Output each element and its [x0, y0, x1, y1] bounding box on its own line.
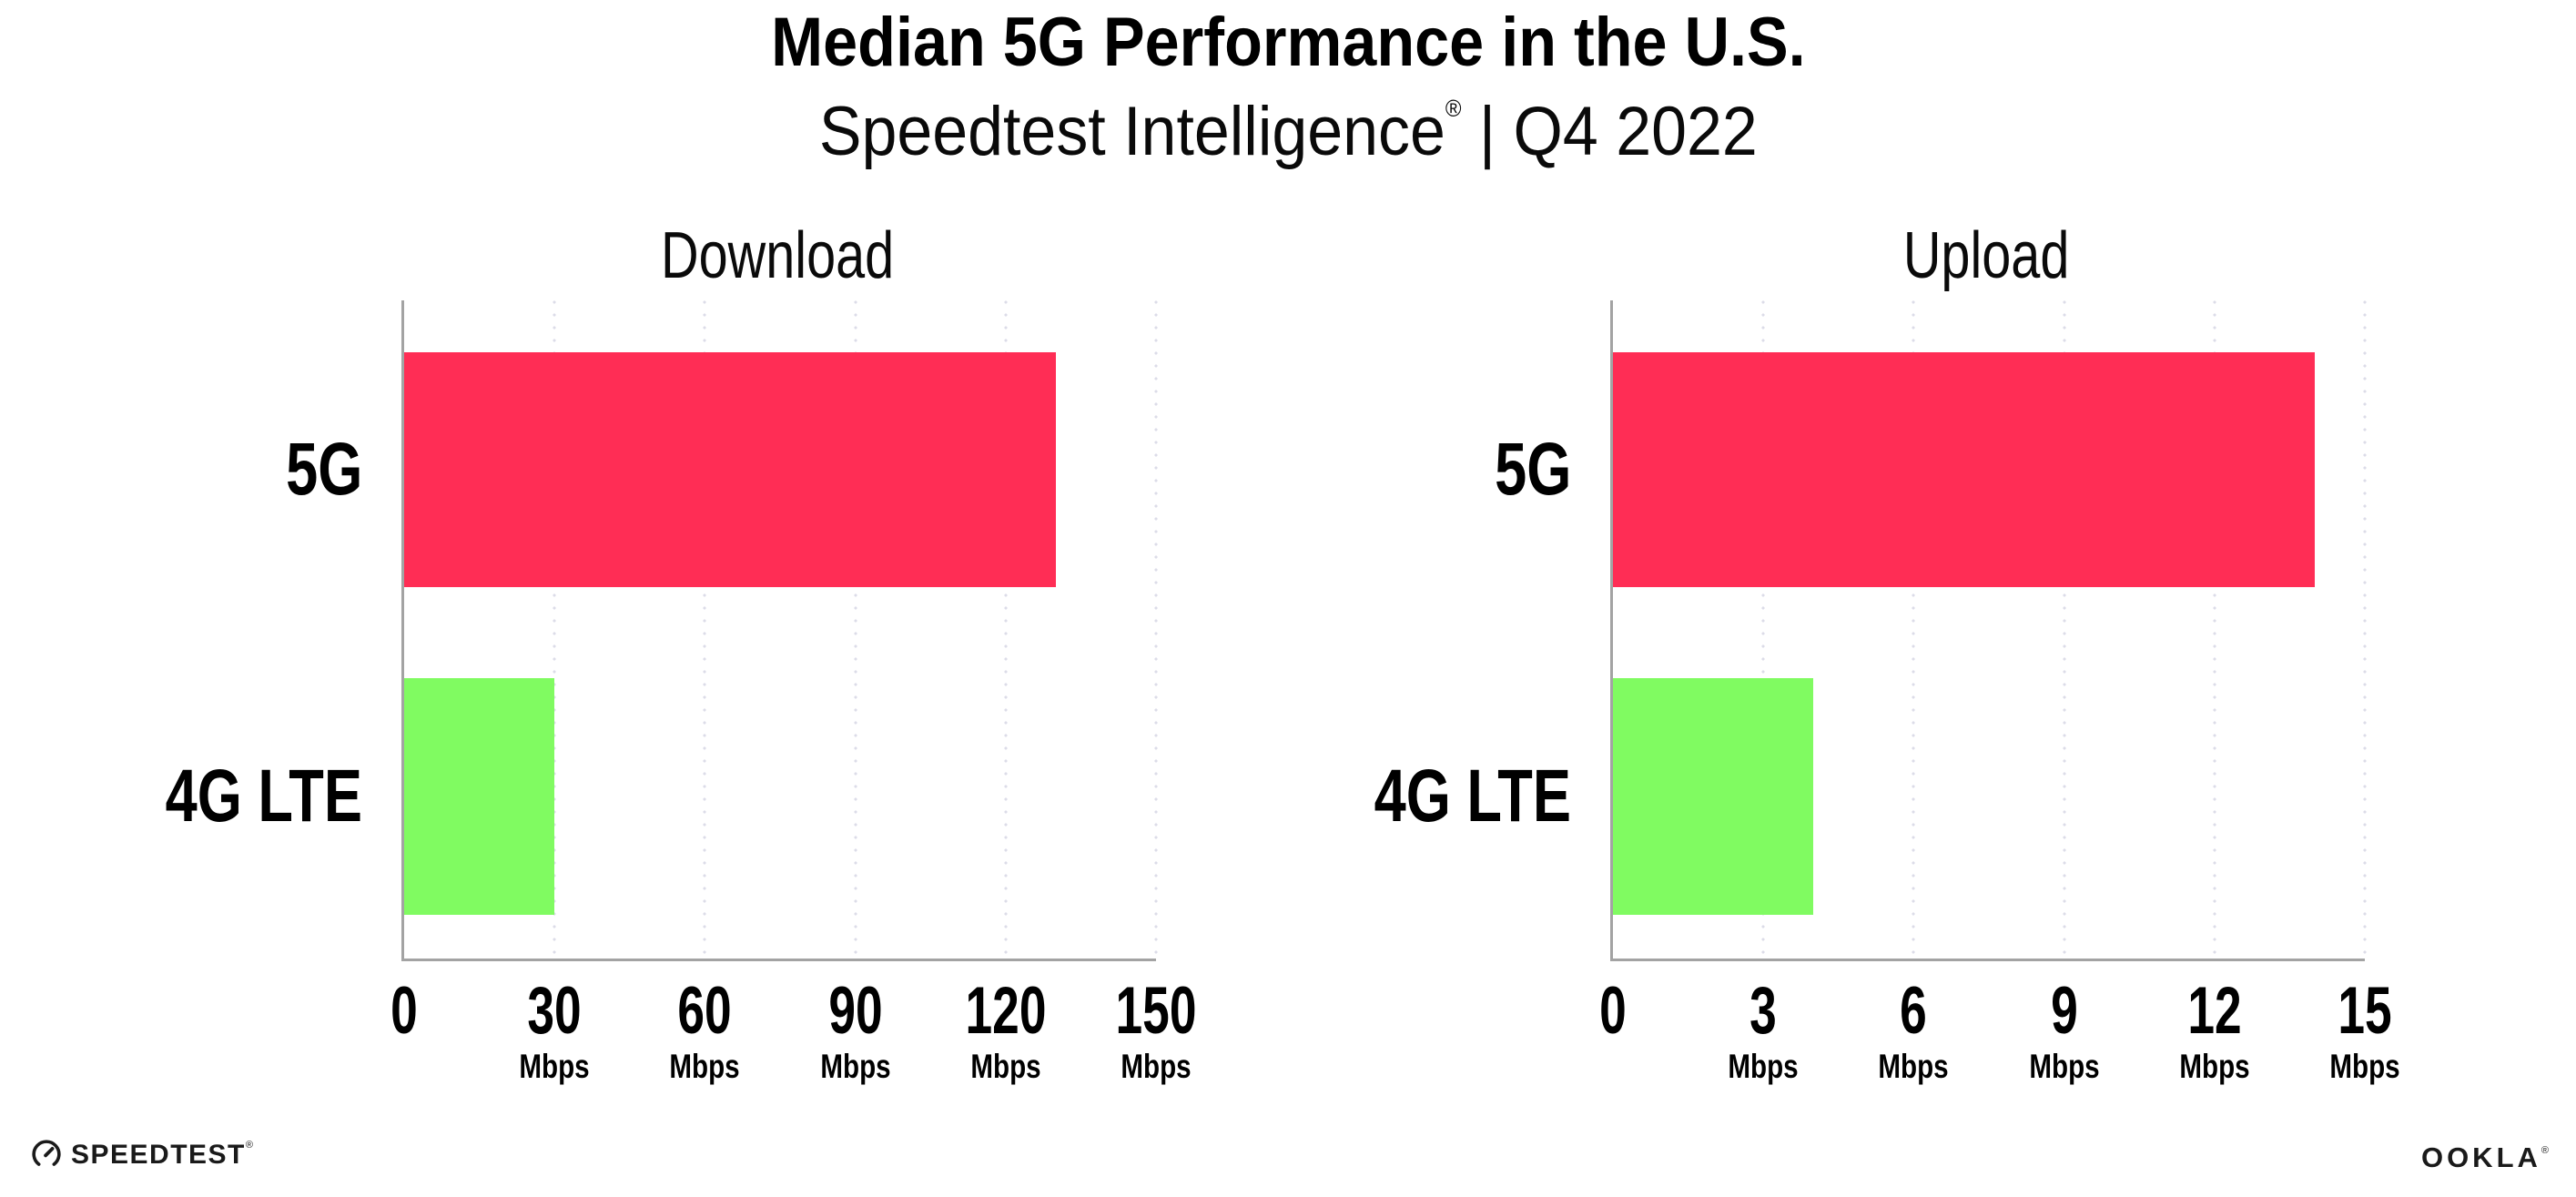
gridline-download-60	[703, 300, 707, 959]
speedtest-registered-mark-icon: ®	[245, 1139, 255, 1151]
speedtest-logo: SPEEDTEST®	[30, 1138, 254, 1171]
x-tick-value-download-120: 120	[965, 974, 1047, 1048]
x-tick-download-120: 120	[950, 978, 1061, 1044]
x-tick-download-60: 60	[668, 978, 742, 1044]
x-tick-unit-download-150: Mbps	[1112, 1050, 1201, 1083]
x-tick-download-0: 0	[386, 978, 423, 1044]
gridline-upload-12	[2212, 300, 2216, 959]
x-tick-value-download-90: 90	[827, 974, 883, 1048]
x-tick-unit-text-download-90: Mbps	[819, 1048, 891, 1085]
x-tick-unit-upload-15: Mbps	[2321, 1050, 2409, 1083]
x-tick-unit-text-upload-9: Mbps	[2028, 1048, 2100, 1085]
figure-title: Median 5G Performance in the U.S.	[0, 8, 2576, 77]
plot-area-upload	[1610, 300, 2367, 961]
speedtest-gauge-icon	[32, 1140, 61, 1166]
x-tick-upload-6: 6	[1895, 978, 1932, 1044]
x-tick-value-upload-15: 15	[2338, 974, 2392, 1048]
subplot-title-text-download: Download	[660, 219, 895, 292]
subtitle-period: | Q4 2022	[1461, 93, 1758, 170]
registered-mark-icon: ®	[1445, 95, 1462, 122]
subplot-title-download: Download	[401, 223, 1153, 289]
x-tick-unit-text-upload-12: Mbps	[2179, 1048, 2250, 1085]
x-tick-unit-upload-9: Mbps	[2020, 1050, 2108, 1083]
gridline-upload-15	[2363, 300, 2367, 959]
x-tick-download-30: 30	[518, 978, 592, 1044]
ookla-registered-mark-icon: ®	[2541, 1145, 2549, 1156]
figure-title-text: Median 5G Performance in the U.S.	[770, 4, 1806, 81]
subtitle-brand: Speedtest Intelligence	[818, 93, 1445, 170]
category-label-text-upload-5g: 5G	[1494, 428, 1571, 511]
x-tick-download-90: 90	[818, 978, 892, 1044]
speedtest-wordmark: SPEEDTEST®	[71, 1139, 255, 1170]
x-tick-upload-12: 12	[2177, 978, 2251, 1044]
category-label-download-5g: 5G	[71, 432, 362, 507]
ookla-wordmark-text: OOKLA	[2420, 1141, 2541, 1173]
x-tick-unit-text-download-60: Mbps	[669, 1048, 741, 1085]
category-label-upload-4g-lte: 4G LTE	[1280, 759, 1571, 834]
x-tick-value-download-150: 150	[1115, 974, 1197, 1048]
bar-upload-4g-lte	[1613, 678, 1814, 915]
subplot-title-text-upload: Upload	[1902, 219, 2070, 292]
speedtest-wordmark-text: SPEEDTEST	[71, 1139, 246, 1170]
x-tick-unit-download-30: Mbps	[511, 1050, 599, 1083]
x-tick-unit-upload-12: Mbps	[2170, 1050, 2258, 1083]
x-tick-value-download-30: 30	[527, 974, 582, 1048]
x-tick-upload-9: 9	[2045, 978, 2083, 1044]
category-label-upload-5g: 5G	[1280, 432, 1571, 507]
category-label-download-4g-lte: 4G LTE	[71, 759, 362, 834]
ookla-logo: OOKLA®	[2421, 1143, 2549, 1172]
x-tick-value-upload-0: 0	[1599, 974, 1627, 1048]
subplot-title-upload: Upload	[1610, 223, 2362, 289]
x-tick-unit-upload-6: Mbps	[1870, 1050, 1958, 1083]
x-tick-upload-0: 0	[1595, 978, 1632, 1044]
gridline-download-120	[1003, 300, 1008, 959]
x-tick-value-upload-12: 12	[2187, 974, 2242, 1048]
figure-subtitle: Speedtest Intelligence® | Q4 2022	[0, 96, 2576, 167]
x-tick-unit-text-upload-15: Mbps	[2329, 1048, 2400, 1085]
gridline-upload-9	[2062, 300, 2066, 959]
x-tick-unit-download-120: Mbps	[961, 1050, 1050, 1083]
x-tick-value-download-60: 60	[677, 974, 733, 1048]
x-tick-unit-text-download-120: Mbps	[970, 1048, 1041, 1085]
bar-download-5g	[404, 352, 1056, 587]
x-tick-value-download-0: 0	[390, 974, 418, 1048]
x-tick-value-upload-6: 6	[1900, 974, 1928, 1048]
x-tick-upload-15: 15	[2328, 978, 2401, 1044]
gridline-download-30	[553, 300, 557, 959]
category-label-text-download-5g: 5G	[285, 428, 362, 511]
x-tick-unit-text-download-150: Mbps	[1121, 1048, 1192, 1085]
x-tick-unit-text-download-30: Mbps	[519, 1048, 590, 1085]
x-tick-unit-download-60: Mbps	[661, 1050, 749, 1083]
gridline-upload-6	[1912, 300, 1916, 959]
x-tick-unit-text-upload-3: Mbps	[1728, 1048, 1799, 1085]
category-label-text-upload-4g-lte: 4G LTE	[1374, 755, 1571, 837]
x-tick-value-upload-9: 9	[2050, 974, 2078, 1048]
bar-upload-5g	[1613, 352, 2315, 587]
x-tick-upload-3: 3	[1745, 978, 1782, 1044]
gridline-download-150	[1154, 300, 1158, 959]
figure-subtitle-text: Speedtest Intelligence® | Q4 2022	[819, 96, 1758, 167]
x-tick-unit-download-90: Mbps	[811, 1050, 899, 1083]
bar-download-4g-lte	[404, 678, 555, 915]
x-tick-unit-text-upload-6: Mbps	[1878, 1048, 1950, 1085]
gridline-upload-3	[1761, 300, 1766, 959]
x-tick-download-150: 150	[1100, 978, 1212, 1044]
gridline-download-90	[853, 300, 857, 959]
x-tick-value-upload-3: 3	[1749, 974, 1778, 1048]
plot-area-download	[401, 300, 1158, 961]
x-tick-unit-upload-3: Mbps	[1719, 1050, 1808, 1083]
category-label-text-download-4g-lte: 4G LTE	[165, 755, 362, 837]
